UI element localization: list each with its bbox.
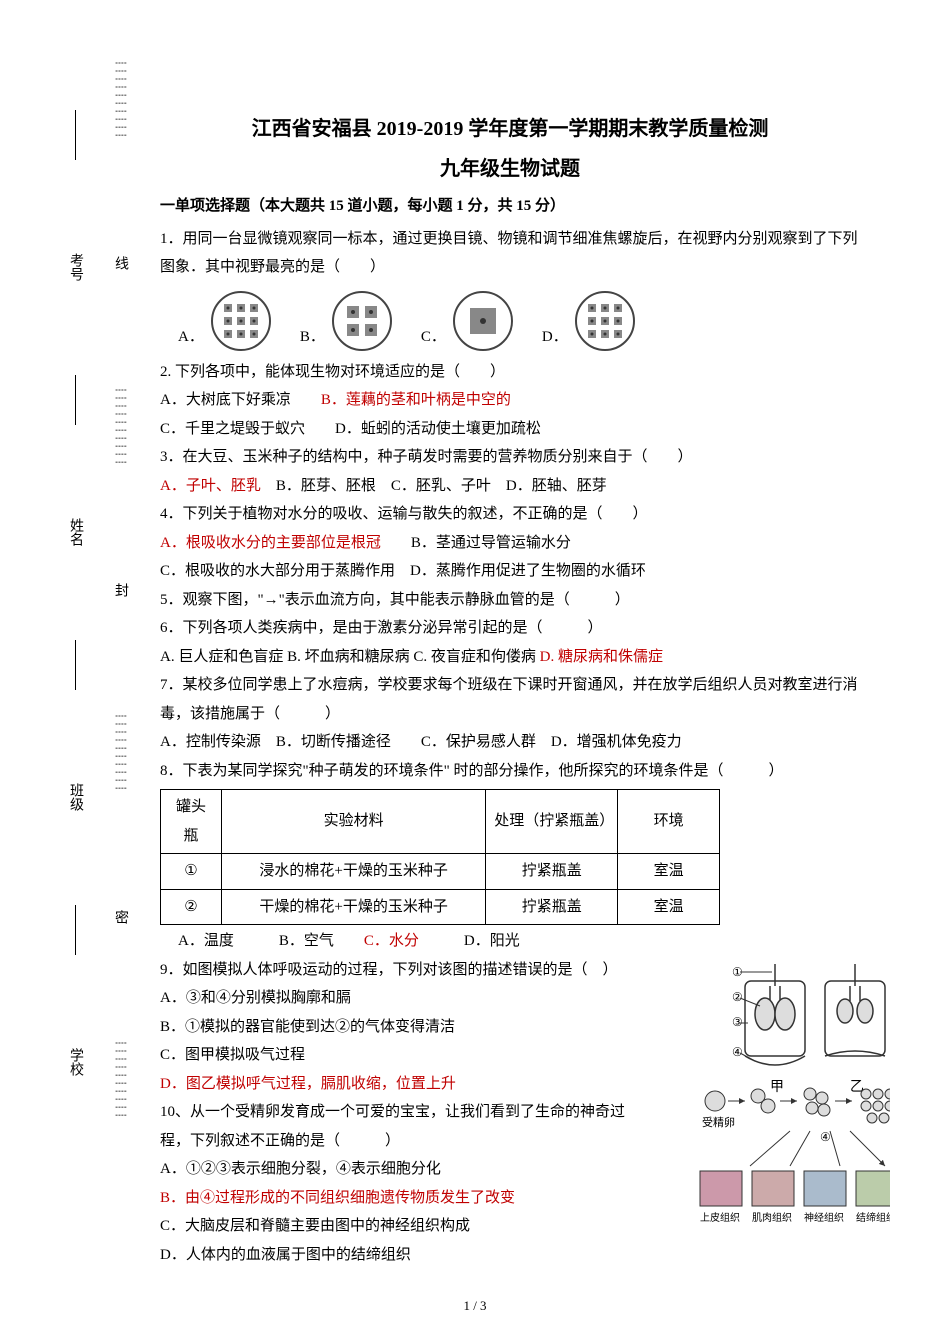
- q1-text: 1．用同一台显微镜观察同一标本，通过更换目镜、物镜和调节细准焦螺旋后，在视野内分…: [160, 225, 860, 282]
- q1-opt-a: A．: [178, 290, 272, 352]
- q7: 7．某校多位同学患上了水痘病，学校要求每个班级在下课时开窗通风，并在放学后组织人…: [160, 671, 860, 728]
- label-school: 学校: [65, 1048, 85, 1076]
- underline: [75, 905, 76, 955]
- q8-table: 罐头瓶 实验材料 处理（拧紧瓶盖） 环境 ① 浸水的棉花+干燥的玉米种子 拧紧瓶…: [160, 789, 720, 925]
- label-4: ④: [732, 1045, 743, 1059]
- th-material: 实验材料: [221, 790, 485, 854]
- tissue-label: 神经组织: [804, 1211, 844, 1224]
- q1-opt-c: C．: [421, 290, 514, 352]
- q8-opt-c: C．水分: [364, 933, 419, 949]
- th-jar: 罐头瓶: [161, 790, 222, 854]
- q4-line1: 4．下列关于植物对水分的吸收、运输与散失的叙述，不正确的是（ ）: [160, 500, 860, 529]
- label-4: ④: [820, 1130, 831, 1144]
- exam-title-sub: 九年级生物试题: [160, 150, 860, 188]
- q6-opt-d: D. 糖尿病和侏儒症: [540, 649, 663, 665]
- label-examno: 考号: [65, 253, 85, 281]
- q9-lung-model-diagram: ① ② ③ ④ 甲 乙: [690, 956, 890, 1096]
- q8: 8．下表为某同学探究"种子萌发的环境条件" 时的部分操作，他所探究的环境条件是（…: [160, 757, 860, 786]
- label-3: ③: [732, 1015, 743, 1029]
- student-info-column: 学校 班级 姓名 考号: [60, 60, 90, 1120]
- dots: ┊┊┊┊┊┊┊┊┊┊: [115, 60, 126, 140]
- q1-diagrams: A． B． C．: [178, 290, 860, 352]
- label-name: 姓名: [65, 518, 85, 546]
- table-row: ② 干燥的棉花+干燥的玉米种子 拧紧瓶盖 室温: [161, 889, 720, 925]
- tissue-label: 结缔组织: [856, 1211, 890, 1224]
- q10-development-diagram: 受精卵 ④ 上皮组织 肌肉组织 神经组织 结缔组织: [690, 1076, 890, 1236]
- table-row: ① 浸水的棉花+干燥的玉米种子 拧紧瓶盖 室温: [161, 854, 720, 890]
- seal-word: 封: [110, 583, 130, 597]
- q9-q10-block: 9．如图模拟人体呼吸运动的过程，下列对该图的描述错误的是（ ） A．③和④分别模…: [160, 956, 860, 1270]
- q2-line2: A．大树底下好乘凉 B．莲藕的茎和叶柄是中空的: [160, 386, 860, 415]
- th-env: 环境: [618, 790, 720, 854]
- seal-word: 密: [110, 910, 130, 924]
- q1-opt-b: B．: [300, 290, 393, 352]
- label-class: 班级: [65, 783, 85, 811]
- label-2: ②: [732, 990, 743, 1004]
- microscope-view-d-icon: [574, 290, 636, 352]
- dots: ┊┊┊┊┊┊┊┊┊┊: [115, 387, 126, 467]
- dots: ┊┊┊┊┊┊┊┊┊┊: [115, 713, 126, 793]
- microscope-view-c-icon: [452, 290, 514, 352]
- q4-line3: C．根吸收的水大部分用于蒸腾作用 D．蒸腾作用促进了生物圈的水循环: [160, 557, 860, 586]
- th-process: 处理（拧紧瓶盖）: [486, 790, 618, 854]
- q6-line1: 6．下列各项人类疾病中，是由于激素分泌异常引起的是（ ）: [160, 614, 860, 643]
- microscope-view-a-icon: [210, 290, 272, 352]
- underline: [75, 110, 76, 160]
- q2-opt-b: B．莲藕的茎和叶柄是中空的: [321, 392, 511, 408]
- label-zygote: 受精卵: [702, 1116, 735, 1129]
- section-heading: 一单项选择题（本大题共 15 道小题，每小题 1 分，共 15 分）: [160, 192, 860, 221]
- seal-word: 线: [110, 256, 130, 270]
- underline: [75, 640, 76, 690]
- microscope-view-b-icon: [331, 290, 393, 352]
- seal-line-column: ┊┊┊┊┊┊┊┊┊┊ 线 ┊┊┊┊┊┊┊┊┊┊ 封 ┊┊┊┊┊┊┊┊┊┊ 密 ┊…: [105, 60, 135, 1120]
- table-header-row: 罐头瓶 实验材料 处理（拧紧瓶盖） 环境: [161, 790, 720, 854]
- dots: ┊┊┊┊┊┊┊┊┊┊: [115, 1040, 126, 1120]
- exam-title-main: 江西省安福县 2019-2019 学年度第一学期期末教学质量检测: [160, 110, 860, 148]
- q10-opt-d: D．人体内的血液属于图中的结缔组织: [160, 1241, 860, 1270]
- tissue-label: 上皮组织: [700, 1211, 740, 1224]
- q6-line2: A. 巨人症和色盲症 B. 坏血病和糖尿病 C. 夜盲症和佝偻病 D. 糖尿病和…: [160, 643, 860, 672]
- q3-line2: A．子叶、胚乳 B．胚芽、胚根 C．胚乳、子叶 D．胚轴、胚芽: [160, 472, 860, 501]
- page-number: 1 / 3: [0, 1298, 950, 1314]
- main-content: 江西省安福县 2019-2019 学年度第一学期期末教学质量检测 九年级生物试题…: [160, 110, 860, 1269]
- q4-opt-a: A．根吸收水分的主要部位是根冠: [160, 535, 381, 551]
- q2-line1: 2. 下列各项中，能体现生物对环境适应的是（ ）: [160, 358, 860, 387]
- q2-line3: C．千里之堤毁于蚁穴 D．蚯蚓的活动使土壤更加疏松: [160, 415, 860, 444]
- q3-line1: 3．在大豆、玉米种子的结构中，种子萌发时需要的营养物质分别来自于（ ）: [160, 443, 860, 472]
- underline: [75, 375, 76, 425]
- q5: 5．观察下图，"→"表示血流方向，其中能表示静脉血管的是（ ）: [160, 586, 860, 615]
- q8-opts: A．温度 B．空气 C．水分 D．阳光: [178, 927, 860, 956]
- q7-opts: A．控制传染源 B．切断传播途径 C．保护易感人群 D．增强机体免疫力: [160, 728, 860, 757]
- q1-opt-d: D．: [542, 290, 636, 352]
- q4-line2: A．根吸收水分的主要部位是根冠 B．茎通过导管运输水分: [160, 529, 860, 558]
- q3-opt-a: A．子叶、胚乳: [160, 478, 261, 494]
- tissue-label: 肌肉组织: [752, 1211, 792, 1224]
